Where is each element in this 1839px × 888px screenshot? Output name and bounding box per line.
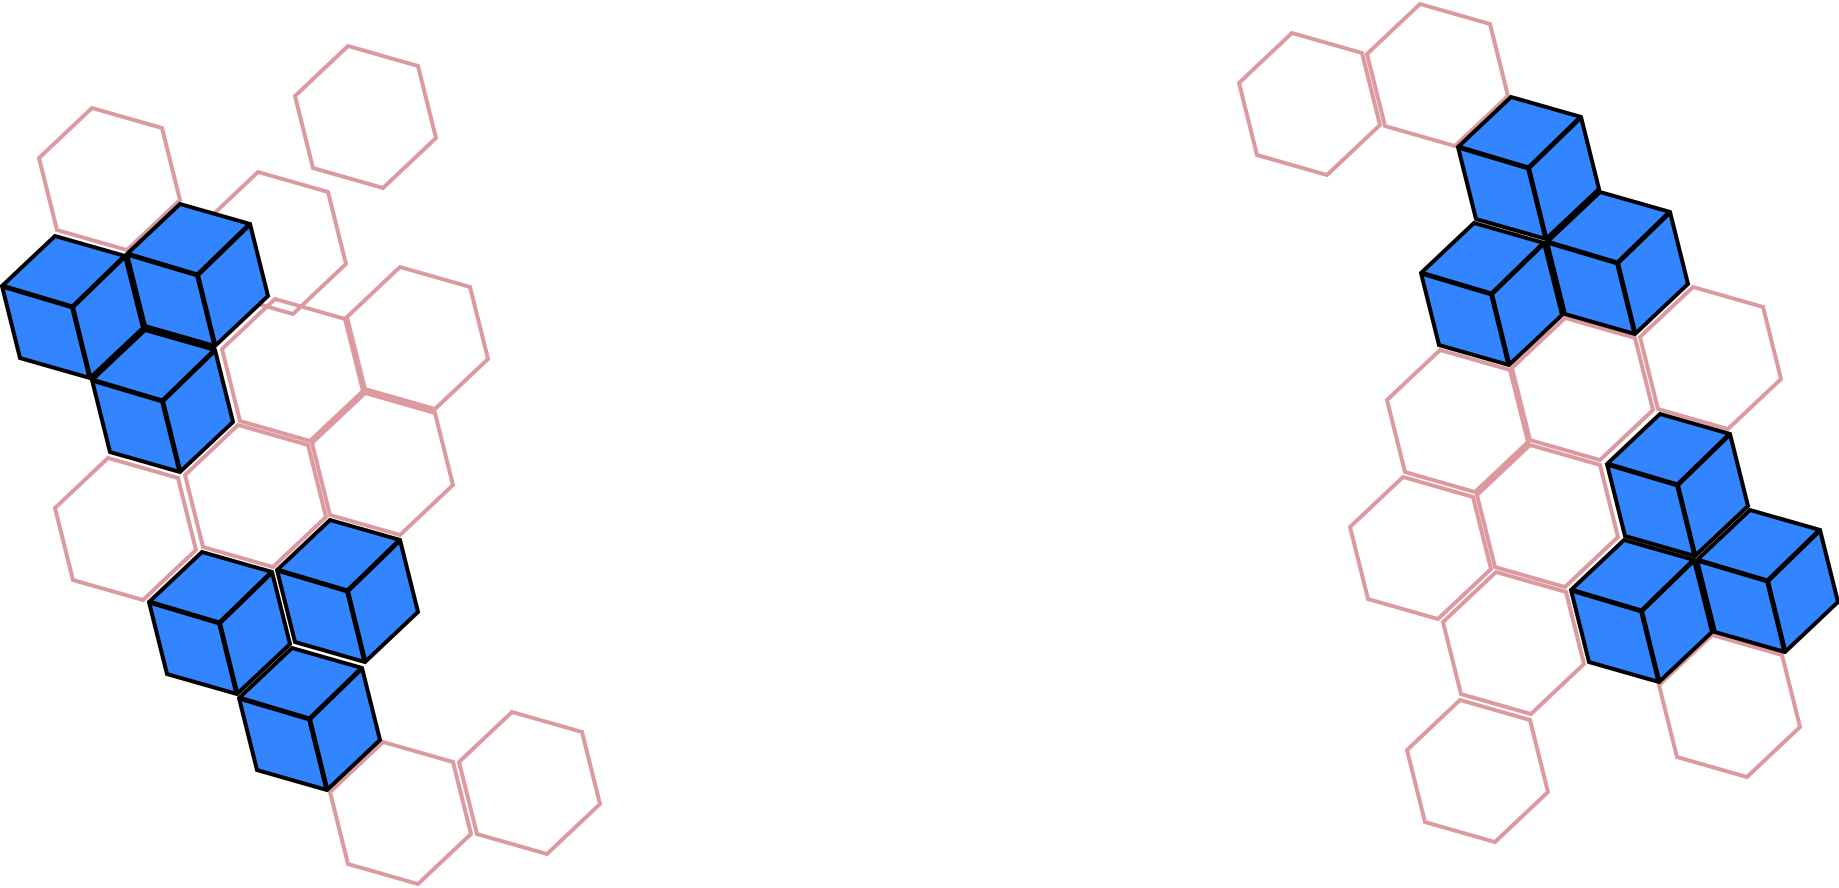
cube-edge: [1639, 558, 1696, 613]
cube-hexagon: [1418, 220, 1565, 368]
cube-hexagon: [89, 327, 236, 475]
cube-edge: [1615, 262, 1638, 335]
cube-edge: [345, 590, 368, 663]
empty-hexagon: [1509, 315, 1656, 463]
cube-edge: [126, 251, 199, 278]
cube-edge: [217, 622, 240, 695]
cube-hexagon: [236, 645, 383, 793]
left-hex-cluster: [0, 43, 603, 887]
empty-hexagon: [344, 264, 491, 412]
cube-edge: [1606, 461, 1679, 488]
cube-edge: [1, 283, 74, 310]
cube-edge: [1570, 587, 1643, 614]
cube-edge: [217, 570, 274, 625]
cube-hexagon: [1568, 537, 1715, 685]
right-hex-cluster: [1236, 1, 1839, 845]
empty-hexagon: [1404, 697, 1551, 845]
empty-hexagon: [1384, 347, 1531, 495]
cube-edge: [70, 306, 93, 379]
cube-edge: [160, 348, 217, 403]
cube-hexagon: [1604, 411, 1751, 559]
cube-edge: [1526, 167, 1549, 240]
cube-edge: [195, 274, 218, 347]
cube-edge: [1675, 432, 1732, 487]
cube-edge: [307, 718, 330, 791]
cube-edge: [1526, 115, 1583, 170]
cube-edge: [1765, 580, 1788, 653]
empty-hexagon: [1236, 30, 1383, 178]
cube-hexagon: [124, 201, 271, 349]
cube-hexagon: [1544, 189, 1691, 337]
empty-hexagon: [219, 296, 366, 444]
cube-edge: [148, 599, 221, 626]
cube-edge: [1675, 484, 1698, 557]
cube-edge: [1615, 210, 1672, 265]
cube-edge: [91, 377, 164, 404]
cube-edge: [1696, 557, 1769, 584]
empty-hexagon: [1364, 1, 1511, 149]
cube-hexagon: [274, 517, 421, 665]
empty-hexagon: [309, 390, 456, 538]
cube-edge: [160, 400, 183, 473]
cube-edge: [238, 695, 311, 722]
cube-edge: [1420, 270, 1493, 297]
cube-edge: [70, 254, 127, 309]
cube-edge: [307, 666, 364, 721]
empty-hexagon: [182, 422, 329, 570]
cube-edge: [1457, 144, 1530, 171]
cube-edge: [276, 567, 349, 594]
cube-hexagon: [1694, 507, 1839, 655]
cube-hexagon: [146, 549, 293, 697]
cube-edge: [195, 222, 252, 277]
cube-hexagon: [0, 233, 146, 381]
cube-edge: [1489, 293, 1512, 366]
empty-hexagon: [327, 739, 474, 887]
empty-hexagon: [36, 105, 183, 253]
cube-hexagon: [1455, 94, 1602, 242]
empty-hexagon: [1347, 474, 1494, 622]
empty-hexagon: [292, 43, 439, 191]
cube-edge: [1489, 241, 1546, 296]
cube-edge: [1639, 610, 1662, 683]
empty-hexagon: [1474, 442, 1621, 590]
empty-hexagon: [52, 455, 199, 603]
empty-hexagon: [1637, 284, 1784, 432]
empty-hexagon: [456, 709, 603, 857]
cube-edge: [1765, 528, 1822, 583]
cube-edge: [345, 538, 402, 593]
empty-hexagon: [1656, 632, 1803, 780]
empty-hexagon: [1440, 569, 1587, 717]
cube-edge: [1546, 239, 1619, 266]
